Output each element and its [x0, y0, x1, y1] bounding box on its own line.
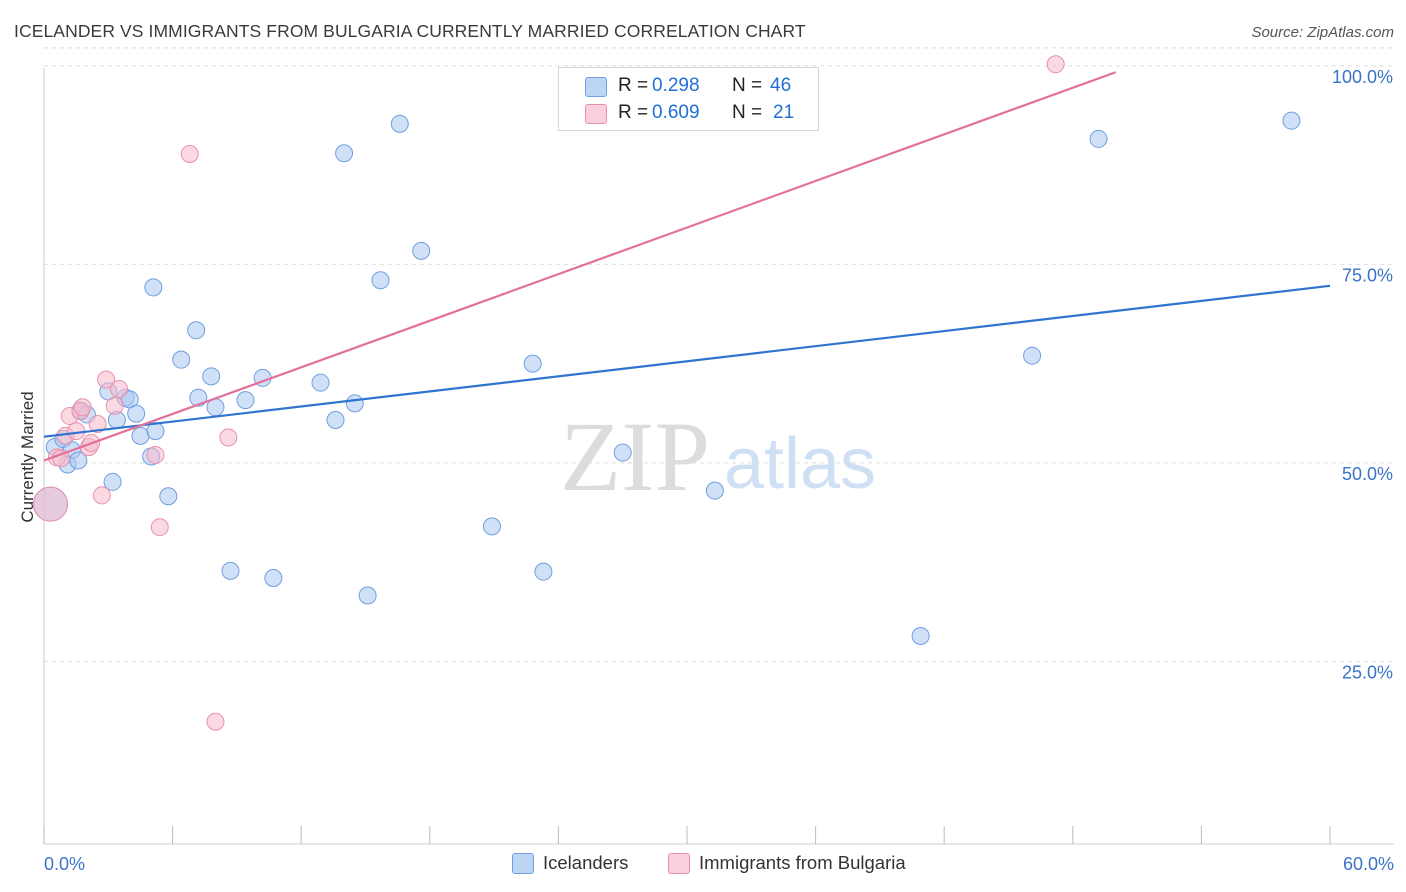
icelander-point — [523, 354, 542, 373]
icelander-point — [1089, 129, 1108, 148]
source-label: Source: ZipAtlas.com — [1251, 24, 1394, 41]
x-tick-label-min: 0.0% — [44, 854, 85, 874]
bulgaria-point — [32, 486, 68, 522]
legend-swatch-pink — [585, 104, 607, 124]
trendlines — [43, 71, 1331, 462]
bottom-legend-swatch-blue — [512, 853, 534, 874]
bottom-legend-label: Icelanders — [543, 852, 629, 873]
bulgaria-point — [150, 518, 169, 537]
icelander-point — [159, 487, 178, 506]
icelander-point — [1023, 346, 1042, 365]
legend-r-value: 0.298 — [652, 75, 700, 96]
icelander-point — [482, 517, 501, 536]
y-tick-labels: 25.0% 50.0% 75.0% 100.0% — [1332, 67, 1393, 683]
bulgaria-point — [92, 486, 111, 505]
legend-n-label: N = — [732, 102, 763, 123]
correlation-legend: R = 0.298 N = 46 R = 0.609 N = 21 — [558, 67, 819, 131]
icelander-point — [131, 426, 150, 445]
x-tick-label-max: 60.0% — [1343, 854, 1394, 874]
icelanders-points — [32, 111, 1301, 645]
icelander-point — [172, 350, 191, 369]
bulgaria-point — [206, 712, 225, 731]
icelander-point — [534, 562, 553, 581]
gridlines — [44, 47, 1394, 662]
bottom-legend-swatch-pink — [668, 853, 690, 874]
y-tick-label: 100.0% — [1332, 67, 1393, 87]
bulgaria-point — [105, 396, 124, 415]
x-tick-labels: 0.0% 60.0% — [44, 854, 1394, 874]
watermark: ZIP atlas — [560, 401, 876, 512]
icelander-point — [1282, 111, 1301, 130]
bulgaria-point — [110, 380, 129, 399]
bulgaria-point — [1046, 55, 1065, 74]
x-ticks — [43, 826, 1331, 844]
icelander-point — [358, 586, 377, 605]
bulgaria-trendline — [43, 71, 1117, 462]
icelander-point — [236, 391, 255, 410]
icelander-point — [264, 569, 283, 588]
icelander-point — [390, 114, 409, 133]
icelander-point — [911, 626, 930, 645]
legend-r-label: R = — [618, 102, 649, 123]
icelander-point — [326, 411, 345, 430]
icelander-point — [127, 404, 146, 423]
icelander-point — [345, 394, 364, 413]
legend-n-value: 46 — [770, 75, 792, 96]
icelander-point — [187, 321, 206, 340]
y-tick-label: 25.0% — [1342, 662, 1393, 682]
legend-r-value: 0.609 — [652, 102, 700, 123]
bottom-legend-label: Immigrants from Bulgaria — [699, 852, 906, 873]
icelander-point — [202, 367, 221, 386]
bulgaria-point — [88, 414, 107, 433]
y-tick-label: 50.0% — [1342, 464, 1393, 484]
bulgaria-point — [219, 428, 238, 447]
icelander-point — [103, 472, 122, 491]
icelander-point — [371, 271, 390, 290]
icelander-point — [412, 241, 431, 260]
legend-n-label: N = — [732, 75, 763, 96]
legend-r-label: R = — [618, 75, 649, 96]
chart-title: ICELANDER VS IMMIGRANTS FROM BULGARIA CU… — [14, 21, 806, 41]
watermark-zip: ZIP — [560, 401, 710, 512]
bulgaria-point — [180, 145, 199, 164]
icelanders-trendline — [43, 284, 1331, 438]
icelander-point — [221, 561, 240, 580]
legend-n-value: 21 — [773, 102, 795, 123]
bulgaria-point — [97, 370, 116, 389]
icelander-point — [613, 443, 632, 462]
watermark-atlas: atlas — [724, 424, 876, 504]
bulgaria-point — [73, 398, 92, 417]
icelander-point — [705, 481, 724, 500]
icelander-point — [335, 144, 354, 163]
legend-swatch-blue — [585, 77, 607, 97]
bulgaria-points — [32, 55, 1065, 731]
axes — [43, 68, 1394, 845]
y-tick-label: 75.0% — [1342, 265, 1393, 285]
bulgaria-point — [146, 445, 165, 464]
icelander-point — [144, 278, 163, 297]
icelander-point — [311, 373, 330, 392]
